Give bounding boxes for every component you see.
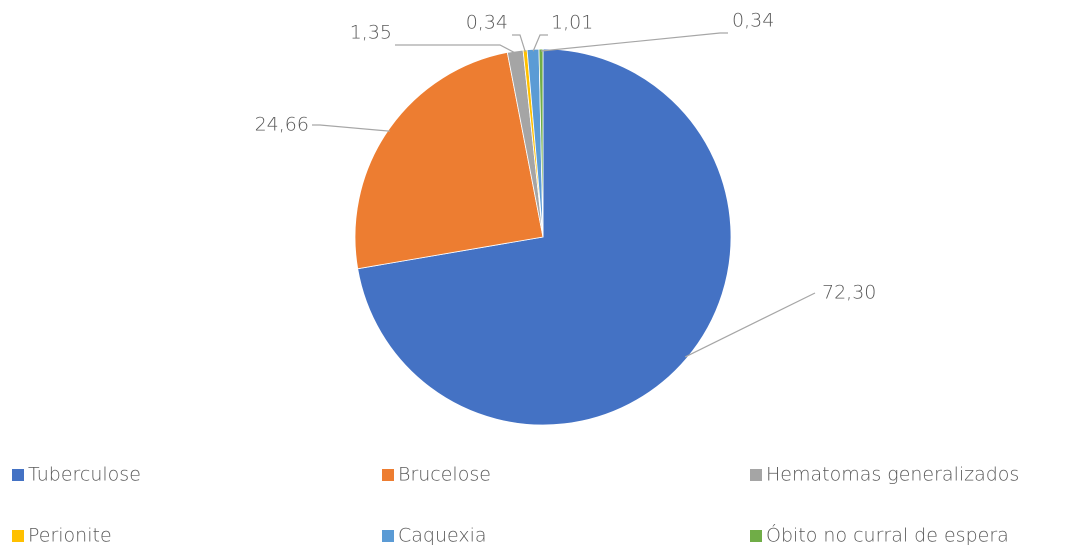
pie-slice <box>354 51 544 270</box>
legend-swatch <box>750 530 762 542</box>
data-label: 1,01 <box>551 12 593 34</box>
leader-line <box>312 124 391 132</box>
pie-slice <box>357 48 732 426</box>
legend-swatch <box>382 530 394 542</box>
data-label: 24,66 <box>255 114 309 136</box>
leader-line <box>684 292 816 358</box>
data-label: 0,34 <box>466 12 508 34</box>
data-label: 0,34 <box>732 10 774 32</box>
legend-label: Brucelose <box>398 464 491 486</box>
legend-swatch <box>12 469 24 481</box>
legend-label: Perionite <box>28 525 112 547</box>
leader-line <box>540 32 728 52</box>
leader-line <box>532 34 548 52</box>
legend-swatch <box>382 469 394 481</box>
legend-label: Caquexia <box>398 525 487 547</box>
legend-label: Óbito no curral de espera <box>766 523 1009 547</box>
leader-line <box>395 44 516 54</box>
legend-swatch <box>12 530 24 542</box>
data-label: 1,35 <box>350 22 392 44</box>
leader-line <box>512 34 526 53</box>
legend-label: Hematomas generalizados <box>766 464 1019 486</box>
legend-swatch <box>750 469 762 481</box>
data-label: 72,30 <box>822 282 876 304</box>
pie-slice <box>538 48 544 238</box>
legend-label: Tuberculose <box>28 464 141 486</box>
